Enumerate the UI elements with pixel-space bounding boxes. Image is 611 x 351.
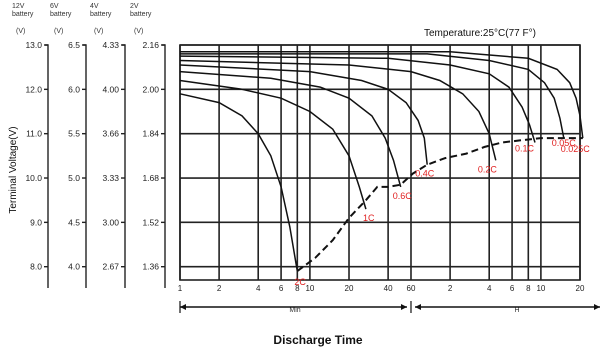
scale-unit: (V) [54,28,63,35]
scale-unit: (V) [16,28,25,35]
x-unit-hour: H [514,307,519,314]
x-unit-min: Min [289,307,300,314]
scale-tick-label: 4.0 [68,262,80,272]
x-tick-label: 8 [295,284,300,293]
x-tick-label: 2 [217,284,222,293]
x-tick-label: 4 [256,284,261,293]
scale-tick-label: 3.33 [102,173,119,183]
scale-header-battery: battery [90,11,112,18]
curve-label: 1C [363,213,375,223]
y-axis-label: Terminal Voltage(V) [8,126,19,213]
curve-0.025C [180,50,584,139]
curve-label: 0.05C [552,138,577,148]
scale-unit: (V) [94,28,103,35]
cutoff-dashed-line [296,137,583,272]
x-tick-label: 40 [384,284,393,293]
curve-0.05C [180,53,565,139]
scale-tick-label: 3.66 [102,129,119,139]
curve-labels: 2C 1C 0.6C 0.4C 0.2C 0.05C 0.1C 0.025C [294,138,590,287]
voltage-scales: 12Vbattery(V)13.012.011.010.09.08.06Vbat… [12,3,166,288]
scale-tick-label: 5.5 [68,129,80,139]
curve-label: 0.1C [515,144,535,154]
x-tick-label: 2 [448,284,453,293]
curve-label: 2C [294,277,306,287]
scale-tick-label: 4.5 [68,217,80,227]
scale-tick-label: 12.0 [25,84,42,94]
scale-tick-label: 2.67 [102,262,119,272]
scale-tick-label: 8.0 [30,262,42,272]
scale-tick-label: 6.0 [68,84,80,94]
curve-2C [179,93,299,272]
scale-tick-label: 9.0 [30,217,42,227]
discharge-curves [179,50,584,272]
curve-label: 0.025C [561,144,591,154]
x-tick-label: 6 [279,284,284,293]
scale-tick-label: 2.16 [142,40,159,50]
scale-tick-label: 11.0 [26,129,42,139]
chart-title: Temperature:25°C(77 F°) [424,28,536,39]
x-tick-label: 20 [345,284,354,293]
x-tick-label: 1 [178,284,183,293]
x-tick-label: 6 [510,284,515,293]
curve-label: 0.6C [393,191,413,201]
scale-axis [162,44,166,288]
scale-tick-label: 1.52 [142,217,159,227]
scale-axis [83,44,87,288]
x-tick-label: 4 [487,284,492,293]
scale-tick-label: 4.33 [102,40,119,50]
scale-tick-label: 1.68 [142,173,159,183]
scale-tick-label: 1.36 [142,262,159,272]
x-tick-label: 10 [305,284,314,293]
scale-axis [122,44,126,288]
scale-tick-label: 6.5 [68,40,80,50]
curve-0.6C [179,70,402,188]
x-tick-label: 20 [576,284,585,293]
curve-0.4C [179,64,428,165]
x-tick-label: 8 [526,284,531,293]
scale-header-voltage: 6V [50,3,59,10]
scale-tick-label: 10.0 [25,173,42,183]
curve-0.2C [179,59,497,161]
curve-label: 0.2C [478,164,498,174]
x-axis-label: Discharge Time [273,333,362,347]
scale-header-voltage: 2V [130,3,139,10]
scale-header-battery: battery [130,11,152,18]
scale-tick-label: 2.00 [142,84,159,94]
scale-axis [45,44,49,288]
scale-header-voltage: 12V [12,3,25,10]
curve-1C [179,79,367,210]
scale-tick-label: 1.84 [142,129,159,139]
scale-tick-label: 4.00 [102,84,119,94]
scale-header-battery: battery [12,11,34,18]
scale-tick-label: 3.00 [102,217,119,227]
scale-header-voltage: 4V [90,3,99,10]
curve-label: 0.4C [415,169,435,179]
x-tick-label: 60 [407,284,416,293]
scale-unit: (V) [134,28,143,35]
x-tick-label: 10 [536,284,545,293]
scale-tick-label: 13.0 [25,40,42,50]
grid [179,44,581,281]
x-axis: 1 2 4 6 8 10 20 40 60 2 4 6 8 10 20 [178,284,600,313]
scale-header-battery: battery [50,11,72,18]
scale-tick-label: 5.0 [68,173,80,183]
curve-0.1C [179,55,536,143]
plot-border [179,44,581,281]
